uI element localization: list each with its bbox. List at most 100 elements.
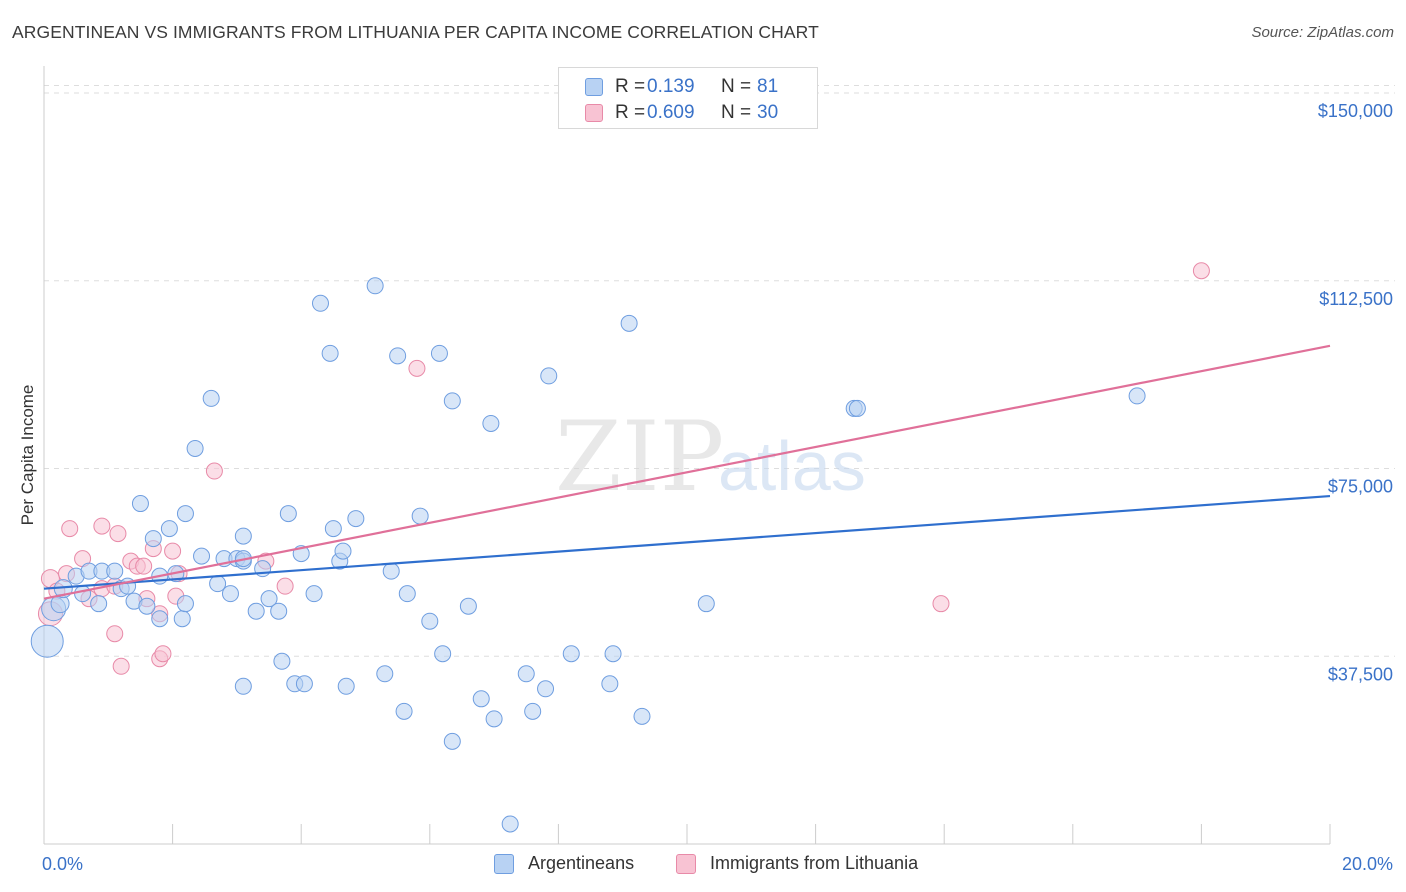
data-point-lithuania xyxy=(135,557,153,575)
data-point-argentineans xyxy=(601,675,619,693)
legend-series: Argentineans Immigrants from Lithuania xyxy=(0,851,1406,877)
data-point-argentineans xyxy=(160,520,178,538)
data-point-argentineans xyxy=(234,527,252,545)
data-point-argentineans xyxy=(321,344,339,362)
data-point-lithuania xyxy=(164,542,182,560)
tick-labels: $37,500 $75,000 $112,500 $150,000 0.0% 20.0% xyxy=(42,101,1393,874)
data-point-argentineans xyxy=(270,602,288,620)
data-point-argentineans xyxy=(247,602,265,620)
data-point-lithuania xyxy=(205,462,223,480)
data-point-argentineans xyxy=(389,347,407,365)
x-tick-label: 20.0% xyxy=(1342,854,1393,874)
legend-stats-row-argentineans: R = 0.139 N = 81 xyxy=(585,75,778,99)
chart-source: Source: ZipAtlas.com xyxy=(1251,24,1394,41)
data-point-argentineans xyxy=(176,595,194,613)
y-tick-label: $37,500 xyxy=(1328,664,1393,684)
data-point-argentineans xyxy=(430,344,448,362)
legend-item-lithuania[interactable]: Immigrants from Lithuania xyxy=(676,853,918,874)
data-point-argentineans xyxy=(176,505,194,523)
data-point-argentineans xyxy=(273,652,291,670)
data-point-lithuania xyxy=(106,625,124,643)
data-point-lithuania xyxy=(932,595,950,613)
grid-lines xyxy=(44,85,1395,657)
legend-item-argentineans[interactable]: Argentineans xyxy=(494,853,634,874)
data-point-argentineans xyxy=(443,732,461,750)
data-point-lithuania xyxy=(276,577,294,595)
data-point-argentineans xyxy=(144,530,162,548)
data-point-argentineans xyxy=(30,624,64,658)
data-point-argentineans xyxy=(1128,387,1146,405)
data-point-argentineans xyxy=(421,612,439,630)
data-point-argentineans xyxy=(138,597,156,615)
legend-stats: R = 0.139 N = 81 R = 0.609 N = 30 xyxy=(558,67,818,129)
data-point-argentineans xyxy=(485,710,503,728)
series-argentineans-points xyxy=(30,277,1146,833)
data-point-argentineans xyxy=(524,702,542,720)
data-point-argentineans xyxy=(633,707,651,725)
data-point-argentineans xyxy=(221,585,239,603)
data-point-argentineans xyxy=(202,389,220,407)
legend-swatch-blue xyxy=(585,78,603,96)
data-point-argentineans xyxy=(305,585,323,603)
x-tick-label: 0.0% xyxy=(42,854,83,874)
data-point-argentineans xyxy=(366,277,384,295)
legend-label: Argentineans xyxy=(528,853,635,873)
data-point-argentineans xyxy=(537,680,555,698)
data-point-argentineans xyxy=(517,665,535,683)
data-point-argentineans xyxy=(334,542,352,560)
data-point-argentineans xyxy=(193,547,211,565)
n-value: 81 xyxy=(757,76,779,97)
data-point-argentineans xyxy=(697,595,715,613)
data-point-lithuania xyxy=(93,517,111,535)
data-point-argentineans xyxy=(337,677,355,695)
data-point-argentineans xyxy=(173,610,191,628)
legend-label: Immigrants from Lithuania xyxy=(710,853,919,873)
data-point-argentineans xyxy=(311,294,329,312)
data-point-argentineans xyxy=(131,495,149,513)
data-point-argentineans xyxy=(295,675,313,693)
data-point-argentineans xyxy=(151,610,169,628)
r-value: 0.139 xyxy=(647,76,695,97)
data-point-argentineans xyxy=(90,595,108,613)
data-point-argentineans xyxy=(459,597,477,615)
legend-swatch-pink xyxy=(676,853,696,874)
y-axis-label: Per Capita Income xyxy=(18,384,37,526)
data-point-argentineans xyxy=(74,585,92,603)
data-point-argentineans xyxy=(620,314,638,332)
trend-lines xyxy=(43,344,1331,600)
data-point-lithuania xyxy=(154,645,172,663)
data-point-argentineans xyxy=(443,392,461,410)
data-point-lithuania xyxy=(109,525,127,543)
trend-line-argentineans xyxy=(43,494,1331,590)
legend-swatch-pink xyxy=(585,104,603,122)
r-value: 0.609 xyxy=(647,102,695,123)
data-point-argentineans xyxy=(562,645,580,663)
data-point-argentineans xyxy=(482,414,500,432)
data-point-argentineans xyxy=(106,562,124,580)
n-label: N = xyxy=(721,76,752,97)
data-point-argentineans xyxy=(234,677,252,695)
data-point-lithuania xyxy=(408,359,426,377)
data-point-argentineans xyxy=(398,585,416,603)
n-value: 30 xyxy=(757,102,779,123)
data-point-lithuania xyxy=(112,657,130,675)
data-point-lithuania xyxy=(1192,262,1210,280)
data-point-argentineans xyxy=(604,645,622,663)
data-point-lithuania xyxy=(61,520,79,538)
legend-stats-row-lithuania: R = 0.609 N = 30 xyxy=(585,101,778,125)
axes xyxy=(43,66,1331,845)
data-point-argentineans xyxy=(279,505,297,523)
data-point-argentineans xyxy=(501,815,519,833)
data-point-argentineans xyxy=(382,562,400,580)
data-point-argentineans xyxy=(395,702,413,720)
watermark-atlas: atlas xyxy=(718,427,866,505)
legend-swatch-blue xyxy=(494,853,514,874)
data-point-argentineans xyxy=(411,507,429,525)
data-point-argentineans xyxy=(848,399,866,417)
watermark: ZIP atlas xyxy=(555,401,866,513)
trend-line-lithuania xyxy=(43,344,1331,600)
data-point-argentineans xyxy=(376,665,394,683)
data-point-argentineans xyxy=(347,510,365,528)
y-tick-label: $75,000 xyxy=(1328,477,1393,497)
